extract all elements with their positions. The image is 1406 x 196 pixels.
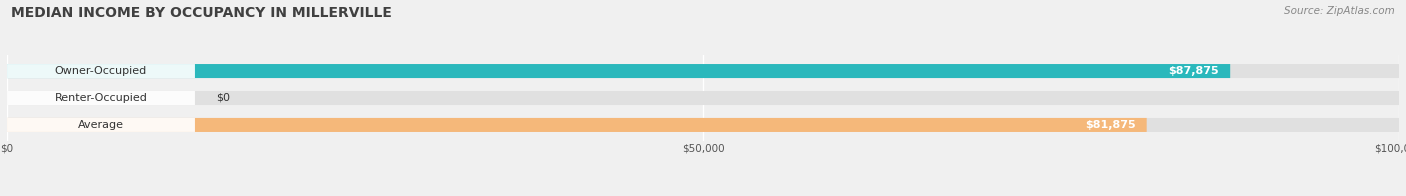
Text: $87,875: $87,875 xyxy=(1168,66,1219,76)
FancyBboxPatch shape xyxy=(7,91,195,105)
FancyBboxPatch shape xyxy=(7,91,1399,105)
FancyBboxPatch shape xyxy=(7,64,1230,78)
Text: $0: $0 xyxy=(217,93,229,103)
Text: MEDIAN INCOME BY OCCUPANCY IN MILLERVILLE: MEDIAN INCOME BY OCCUPANCY IN MILLERVILL… xyxy=(11,6,392,20)
FancyBboxPatch shape xyxy=(7,118,1147,132)
Text: Renter-Occupied: Renter-Occupied xyxy=(55,93,148,103)
FancyBboxPatch shape xyxy=(7,64,1399,78)
Text: Source: ZipAtlas.com: Source: ZipAtlas.com xyxy=(1284,6,1395,16)
FancyBboxPatch shape xyxy=(7,118,1399,132)
Text: Average: Average xyxy=(77,120,124,130)
FancyBboxPatch shape xyxy=(7,118,195,132)
Text: Owner-Occupied: Owner-Occupied xyxy=(55,66,148,76)
Text: $81,875: $81,875 xyxy=(1085,120,1136,130)
FancyBboxPatch shape xyxy=(7,64,195,78)
